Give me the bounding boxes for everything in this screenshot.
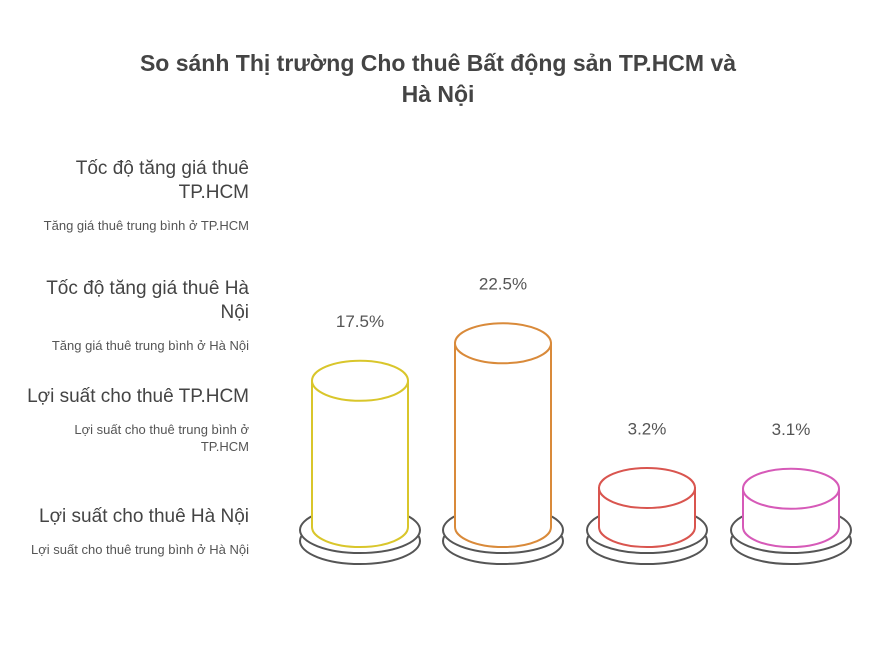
cylinder-top [598,467,696,509]
cylinder-top [311,359,409,402]
legend-item: Lợi suất cho thuê Hà Nội Lợi suất cho thu… [24,505,249,558]
item-title: Lợi suất cho thuê TP.HCM [27,386,249,407]
legend-item: Tốc độ tăng giá thuê TP.HCM Tăng giá thuê… [24,157,249,234]
cylinder-body [454,342,552,548]
cylinder-top [742,467,840,510]
value-label: 3.1% [772,420,811,439]
cylinder-body [311,379,409,548]
legend-item: Lợi suất cho thuê TP.HCM Lợi suất cho thu… [24,385,249,455]
value-label: 3.2% [628,419,667,438]
value-label: 17.5% [336,312,384,331]
item-title: Lợi suất cho thuê Hà Nội [39,506,249,527]
value-label: 22.5% [479,275,527,294]
chart-title: So sánh Thị trường Cho thuê Bất động sản… [139,50,737,107]
item-description: Lợi suất cho thuê trung bình ở Hà Nội [31,542,249,557]
item-description: Tăng giá thuê trung bình ở TP.HCM [43,218,249,233]
item-description: Lợi suất cho thuê trung bình ở TP.HCM [74,422,249,454]
item-description: Tăng giá thuê trung bình ở Hà Nội [51,338,249,353]
legend-item: Tốc độ tăng giá thuê Hà Nội Tăng giá thuê… [24,277,249,354]
item-title: Tốc độ tăng giá thuê Hà Nội [46,278,249,323]
cylinder-top [454,322,552,365]
item-title: Tốc độ tăng giá thuê TP.HCM [75,158,249,203]
